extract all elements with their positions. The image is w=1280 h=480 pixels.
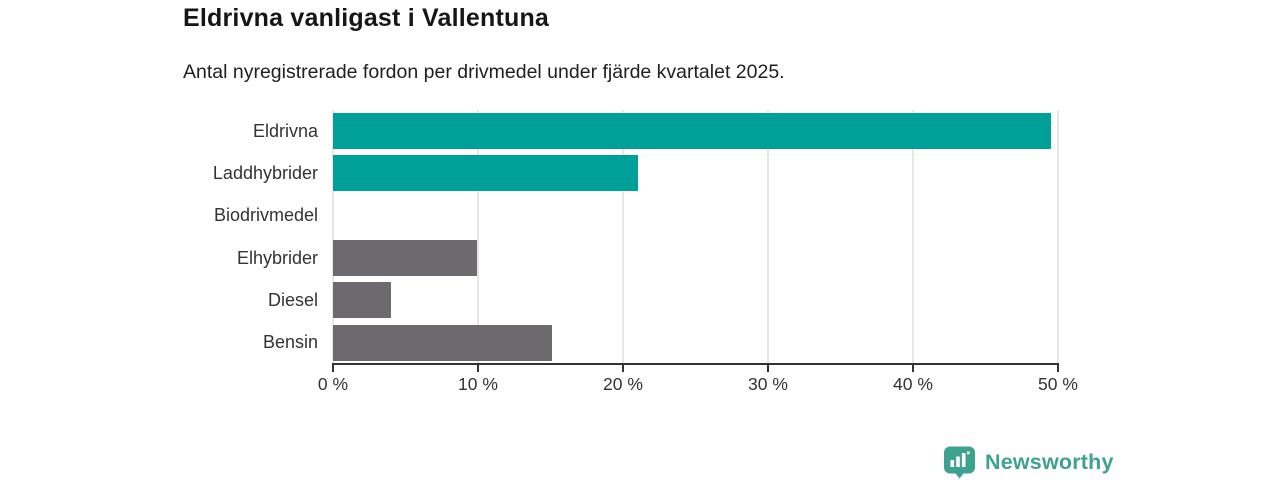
newsworthy-logo-text: Newsworthy	[985, 450, 1114, 474]
x-axis-tick-label: 30 %	[748, 374, 788, 394]
category-label: Diesel	[267, 289, 318, 310]
x-axis-tick-mark	[912, 365, 914, 372]
x-axis-tick-label: 40 %	[893, 374, 933, 394]
x-axis-tick-mark	[622, 365, 624, 372]
bar	[333, 324, 552, 361]
chart-subtitle: Antal nyregistrerade fordon per drivmede…	[183, 61, 785, 83]
category-label: Elhybrider	[236, 247, 318, 268]
newsworthy-logo: Newsworthy	[943, 446, 1114, 479]
bar	[333, 240, 477, 277]
x-axis-line	[332, 363, 1059, 365]
bar	[333, 155, 638, 192]
x-axis-tick-mark	[332, 365, 334, 372]
bar-chart-plot-area	[332, 110, 1059, 364]
x-axis-tick-label: 50 %	[1038, 374, 1078, 394]
gridline	[622, 110, 624, 364]
x-axis-tick-mark	[1057, 365, 1059, 372]
x-axis-tick-label: 20 %	[603, 374, 643, 394]
x-axis-tick-label: 10 %	[458, 374, 498, 394]
gridline	[767, 110, 769, 364]
bar-row	[333, 195, 1058, 237]
category-label: Laddhybrider	[212, 162, 318, 183]
x-axis-tick-mark	[767, 365, 769, 372]
category-label: Eldrivna	[252, 120, 318, 141]
bar-rows	[333, 110, 1058, 364]
gridline	[1057, 110, 1059, 364]
category-label: Bensin	[262, 332, 318, 353]
newsworthy-logo-icon	[944, 446, 975, 479]
bar	[333, 282, 391, 319]
bar-row	[333, 110, 1058, 152]
x-axis-tick-label: 0 %	[317, 374, 349, 394]
gridline	[332, 110, 334, 364]
chart-title: Eldrivna vanligast i Vallentuna	[183, 4, 550, 32]
gridline	[912, 110, 914, 364]
gridline	[477, 110, 479, 364]
bar-row	[333, 279, 1058, 321]
category-labels: Eldrivna Laddhybrider Biodrivmedel Elhybrid…	[0, 110, 318, 364]
bar	[333, 113, 1051, 150]
x-axis-ticks: 0 % 10 % 20 % 30 % 40 % 50 %	[318, 365, 1078, 395]
bar-row	[333, 237, 1058, 279]
bar-row	[333, 322, 1058, 364]
category-label: Biodrivmedel	[213, 205, 318, 226]
bar-row	[333, 152, 1058, 194]
x-axis-tick-mark	[477, 365, 479, 372]
